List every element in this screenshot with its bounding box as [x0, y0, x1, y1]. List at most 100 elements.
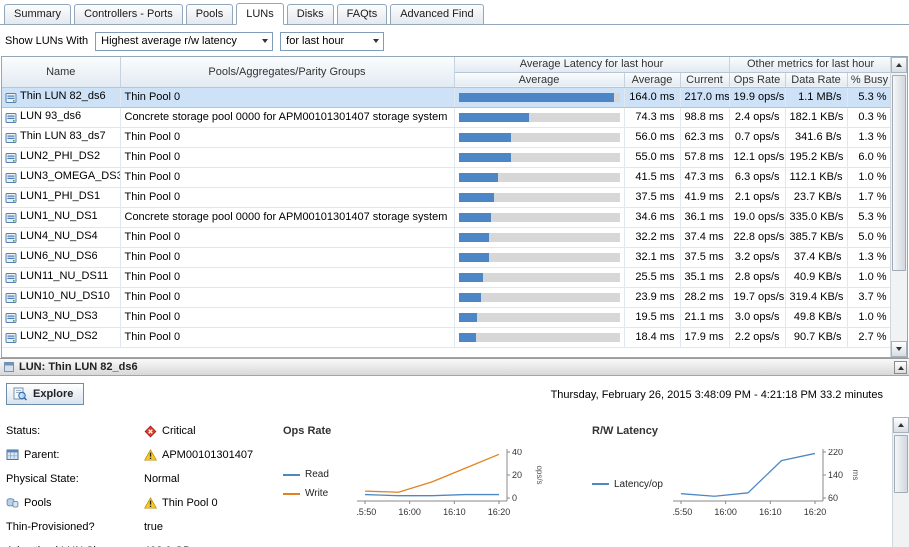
column-header-busy[interactable]: % Busy — [847, 72, 893, 88]
detail-scrollbar[interactable] — [892, 417, 909, 547]
avg-latency-cell: 23.9 ms — [624, 287, 681, 308]
table-row[interactable]: LUN3_NU_DS3 Thin Pool 0 19.5 ms 21.1 ms 3.0 … — [2, 307, 893, 328]
scroll-down-button[interactable] — [891, 341, 907, 357]
table-row[interactable]: LUN2_NU_DS2 Thin Pool 0 18.4 ms 17.9 ms 2.2 … — [2, 327, 893, 348]
column-header-pools[interactable]: Pools/Aggregates/Parity Groups — [120, 57, 455, 88]
chevron-down-icon — [373, 39, 380, 43]
current-latency-cell: 217.0 ms — [680, 87, 730, 108]
svg-text:40: 40 — [512, 449, 522, 457]
detail-fields: Status: Critical Parent: APM00101301407 Phys… — [6, 419, 276, 547]
period-dropdown[interactable]: for last hour — [280, 31, 385, 51]
lun-name: LUN11_NU_DS11 — [20, 269, 109, 282]
chevron-down-icon — [262, 39, 269, 43]
legend-label: Write — [305, 488, 329, 499]
table-row[interactable]: LUN1_NU_DS1 Concrete storage pool 0000 fo… — [2, 207, 893, 228]
detail-panel-title: LUN: Thin LUN 82_ds6 — [19, 361, 138, 373]
ops-rate-cell: 19.0 ops/s — [729, 207, 786, 228]
table-row[interactable]: LUN4_NU_DS4 Thin Pool 0 32.2 ms 37.4 ms 22.8… — [2, 227, 893, 248]
table-row[interactable]: LUN2_PHI_DS2 Thin Pool 0 55.0 ms 57.8 ms 12.… — [2, 147, 893, 168]
table-row[interactable]: Thin LUN 82_ds6 Thin Pool 0 164.0 ms 217.0 … — [2, 87, 893, 108]
collapse-panel-button[interactable] — [894, 361, 907, 374]
avg-latency-cell: 41.5 ms — [624, 167, 681, 188]
current-latency-cell: 41.9 ms — [680, 187, 730, 208]
busy-cell: 1.3 % — [847, 127, 893, 148]
column-header-current[interactable]: Current — [680, 72, 730, 88]
data-rate-cell: 195.2 KB/s — [785, 147, 848, 168]
svg-text:16:20: 16:20 — [804, 507, 827, 517]
column-header-bar-average[interactable]: Average — [454, 72, 625, 88]
pool-cell: Thin Pool 0 — [120, 167, 455, 188]
data-rate-cell: 40.9 KB/s — [785, 267, 848, 288]
table-scrollbar[interactable] — [890, 57, 907, 357]
lun-table-body: Thin LUN 82_ds6 Thin Pool 0 164.0 ms 217.0 … — [2, 87, 893, 348]
table-row[interactable]: LUN10_NU_DS10 Thin Pool 0 23.9 ms 28.2 ms 19… — [2, 287, 893, 308]
detail-field-row: Parent: APM00101301407 — [6, 443, 276, 467]
data-rate-cell: 49.8 KB/s — [785, 307, 848, 328]
current-latency-cell: 35.1 ms — [680, 267, 730, 288]
svg-text:20: 20 — [512, 470, 522, 480]
table-row[interactable]: LUN11_NU_DS11 Thin Pool 0 25.5 ms 35.1 ms 2.… — [2, 267, 893, 288]
table-row[interactable]: LUN 93_ds6 Concrete storage pool 0000 for… — [2, 107, 893, 128]
field-value: Normal — [144, 473, 180, 485]
detail-field-row: Pools Thin Pool 0 — [6, 491, 276, 515]
scroll-up-button[interactable] — [891, 57, 907, 73]
column-header-name[interactable]: Name — [2, 57, 121, 88]
lun-icon — [5, 312, 17, 324]
lun-icon — [5, 232, 17, 244]
tab-luns[interactable]: LUNs — [236, 3, 284, 25]
data-rate-cell: 335.0 KB/s — [785, 207, 848, 228]
chart-title: Ops Rate — [283, 425, 332, 437]
lun-name: LUN3_OMEGA_DS3 — [20, 169, 120, 182]
group-header-latency: Average Latency for last hour — [454, 57, 730, 73]
column-header-data-rate[interactable]: Data Rate — [785, 72, 848, 88]
parent-icon — [6, 449, 19, 461]
latency-bar-cell — [454, 167, 625, 188]
filter-label: Show LUNs With — [5, 35, 89, 47]
lun-name: LUN10_NU_DS10 — [20, 289, 110, 302]
pool-cell: Thin Pool 0 — [120, 327, 455, 348]
scrollbar-thumb[interactable] — [894, 435, 908, 493]
arrow-up-icon — [896, 63, 902, 67]
pool-cell: Concrete storage pool 0000 for APM001013… — [120, 107, 455, 128]
busy-cell: 2.7 % — [847, 327, 893, 348]
table-row[interactable]: Thin LUN 83_ds7 Thin Pool 0 56.0 ms 62.3 ms… — [2, 127, 893, 148]
tab-disks[interactable]: Disks — [286, 4, 334, 24]
table-row[interactable]: LUN1_PHI_DS1 Thin Pool 0 37.5 ms 41.9 ms 2.1… — [2, 187, 893, 208]
legend-label: Latency/op — [614, 478, 663, 490]
busy-cell: 1.0 % — [847, 307, 893, 328]
scroll-up-button[interactable] — [893, 417, 909, 433]
column-header-ops-rate[interactable]: Ops Rate — [729, 72, 786, 88]
metric-dropdown[interactable]: Highest average r/w latency — [95, 31, 274, 51]
column-header-average[interactable]: Average — [624, 72, 681, 88]
data-rate-cell: 385.7 KB/s — [785, 227, 848, 248]
ops-rate-cell: 19.9 ops/s — [729, 87, 786, 108]
lun-name: LUN3_NU_DS3 — [20, 309, 98, 322]
lun-name: LUN 93_ds6 — [20, 109, 82, 122]
ops-rate-cell: 6.3 ops/s — [729, 167, 786, 188]
latency-bar — [458, 292, 620, 302]
avg-latency-cell: 19.5 ms — [624, 307, 681, 328]
data-rate-cell: 1.1 MB/s — [785, 87, 848, 108]
tab-faqts[interactable]: FAQts — [336, 4, 388, 24]
current-latency-cell: 17.9 ms — [680, 327, 730, 348]
tab-advanced-find[interactable]: Advanced Find — [390, 4, 484, 24]
explore-icon — [13, 387, 28, 402]
tab-controllers-ports[interactable]: Controllers - Ports — [74, 4, 183, 24]
scrollbar-thumb[interactable] — [892, 75, 906, 271]
latency-bar — [458, 112, 620, 122]
avg-latency-cell: 25.5 ms — [624, 267, 681, 288]
table-row[interactable]: LUN6_NU_DS6 Thin Pool 0 32.1 ms 37.5 ms 3.2 … — [2, 247, 893, 268]
latency-bar-fill — [458, 192, 495, 202]
busy-cell: 3.7 % — [847, 287, 893, 308]
avg-latency-cell: 55.0 ms — [624, 147, 681, 168]
tab-pools[interactable]: Pools — [185, 4, 234, 24]
arrow-down-icon — [896, 347, 902, 351]
lun-name: Thin LUN 83_ds7 — [20, 129, 106, 142]
tab-summary[interactable]: Summary — [4, 4, 72, 24]
explore-button[interactable]: Explore — [6, 383, 85, 405]
detail-field-row: Status: Critical — [6, 419, 276, 443]
table-row[interactable]: LUN3_OMEGA_DS3 Thin Pool 0 41.5 ms 47.3 ms 6… — [2, 167, 893, 188]
latency-bar — [458, 132, 620, 142]
data-rate-cell: 37.4 KB/s — [785, 247, 848, 268]
